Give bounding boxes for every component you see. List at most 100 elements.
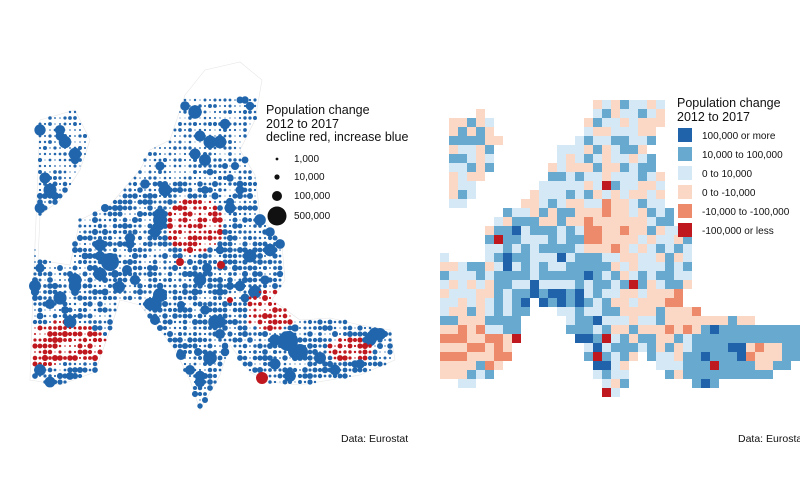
decline-dot (83, 356, 87, 360)
grid-cell (629, 208, 638, 217)
increase-dot (193, 176, 197, 180)
decline-dot (289, 315, 291, 317)
increase-dot (127, 199, 133, 205)
increase-dot (44, 159, 46, 161)
decline-dot (348, 356, 352, 360)
decline-dot (182, 217, 188, 223)
increase-city-dot (176, 350, 186, 360)
increase-dot (234, 135, 236, 137)
grid-cell (647, 280, 656, 289)
increase-dot (248, 350, 252, 354)
grid-cell (557, 208, 566, 217)
grid-cell (665, 334, 674, 343)
increase-dot (59, 117, 61, 119)
increase-dot (302, 367, 308, 373)
increase-dot (377, 337, 383, 343)
increase-dot (87, 277, 93, 283)
increase-dot (194, 189, 196, 191)
increase-dot (348, 368, 352, 372)
grid-cell (494, 262, 503, 271)
grid-cell (530, 226, 539, 235)
grid-cell (647, 127, 656, 136)
increase-dot (139, 207, 141, 209)
decline-dot (68, 350, 72, 354)
grid-cell (755, 370, 764, 379)
grid-cell (638, 100, 647, 109)
increase-dot (303, 326, 307, 330)
increase-dot (152, 193, 158, 199)
increase-dot (189, 159, 191, 161)
increase-dot (213, 248, 217, 252)
grid-cell (449, 316, 458, 325)
increase-dot (78, 152, 82, 156)
increase-dot (144, 171, 146, 173)
increase-dot (34, 315, 36, 317)
increase-dot (233, 182, 237, 186)
grid-cell (557, 217, 566, 226)
grid-cell (584, 253, 593, 262)
increase-dot (242, 307, 248, 313)
decline-dot (217, 217, 223, 223)
grid-cell (440, 352, 449, 361)
increase-dot (73, 296, 77, 300)
increase-dot (203, 134, 207, 138)
increase-dot (173, 134, 177, 138)
increase-dot (84, 267, 86, 269)
decline-dot (177, 205, 183, 211)
increase-dot (268, 368, 272, 372)
increase-dot (244, 339, 246, 341)
grid-cell (638, 154, 647, 163)
increase-dot (253, 104, 257, 108)
increase-dot (238, 350, 242, 354)
decline-dot (57, 325, 63, 331)
increase-dot (232, 235, 238, 241)
increase-dot (184, 195, 186, 197)
increase-dot (53, 146, 57, 150)
increase-dot (179, 135, 181, 137)
increase-dot (142, 253, 148, 259)
grid-cell (485, 370, 494, 379)
grid-cell (485, 253, 494, 262)
increase-dot (299, 321, 301, 323)
increase-dot (238, 158, 242, 162)
grid-cell (539, 226, 548, 235)
increase-dot (272, 247, 278, 253)
increase-dot (334, 339, 336, 341)
increase-dot (178, 272, 182, 276)
grid-cell (656, 208, 665, 217)
increase-dot (187, 307, 193, 313)
increase-dot (242, 241, 248, 247)
increase-dot (202, 337, 208, 343)
increase-dot (69, 297, 71, 299)
increase-dot (209, 177, 211, 179)
increase-dot (33, 302, 37, 306)
increase-dot (347, 361, 353, 367)
increase-dot (68, 176, 72, 180)
increase-dot (133, 290, 137, 294)
increase-dot (224, 213, 226, 215)
increase-dot (253, 98, 257, 102)
increase-dot (237, 307, 243, 313)
grid-cell (485, 298, 494, 307)
grid-cell (476, 163, 485, 172)
grid-cell (557, 271, 566, 280)
increase-dot (322, 325, 328, 331)
decline-dot (77, 331, 83, 337)
increase-dot (269, 255, 271, 257)
increase-dot (134, 297, 136, 299)
increase-dot (93, 267, 107, 281)
increase-dot (214, 201, 216, 203)
increase-dot (222, 313, 228, 319)
increase-dot (82, 271, 88, 277)
increase-dot (263, 224, 267, 228)
increase-dot (241, 270, 249, 278)
increase-dot (299, 369, 301, 371)
increase-dot (53, 302, 57, 306)
increase-dot (252, 205, 258, 211)
increase-dot (279, 357, 281, 359)
increase-dot (230, 161, 240, 171)
increase-dot (173, 146, 177, 150)
increase-dot (183, 332, 187, 336)
increase-dot (83, 242, 87, 246)
increase-dot (163, 332, 167, 336)
